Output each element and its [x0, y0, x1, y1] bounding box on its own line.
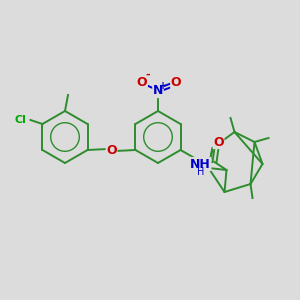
- Text: O: O: [137, 76, 147, 89]
- Text: -: -: [146, 70, 150, 80]
- Text: NH: NH: [190, 158, 211, 170]
- Text: +: +: [159, 81, 167, 91]
- Text: O: O: [171, 76, 181, 89]
- Text: O: O: [106, 143, 117, 157]
- Text: H: H: [197, 167, 204, 177]
- Text: Cl: Cl: [15, 115, 26, 125]
- Text: O: O: [213, 136, 224, 148]
- Text: N: N: [153, 85, 163, 98]
